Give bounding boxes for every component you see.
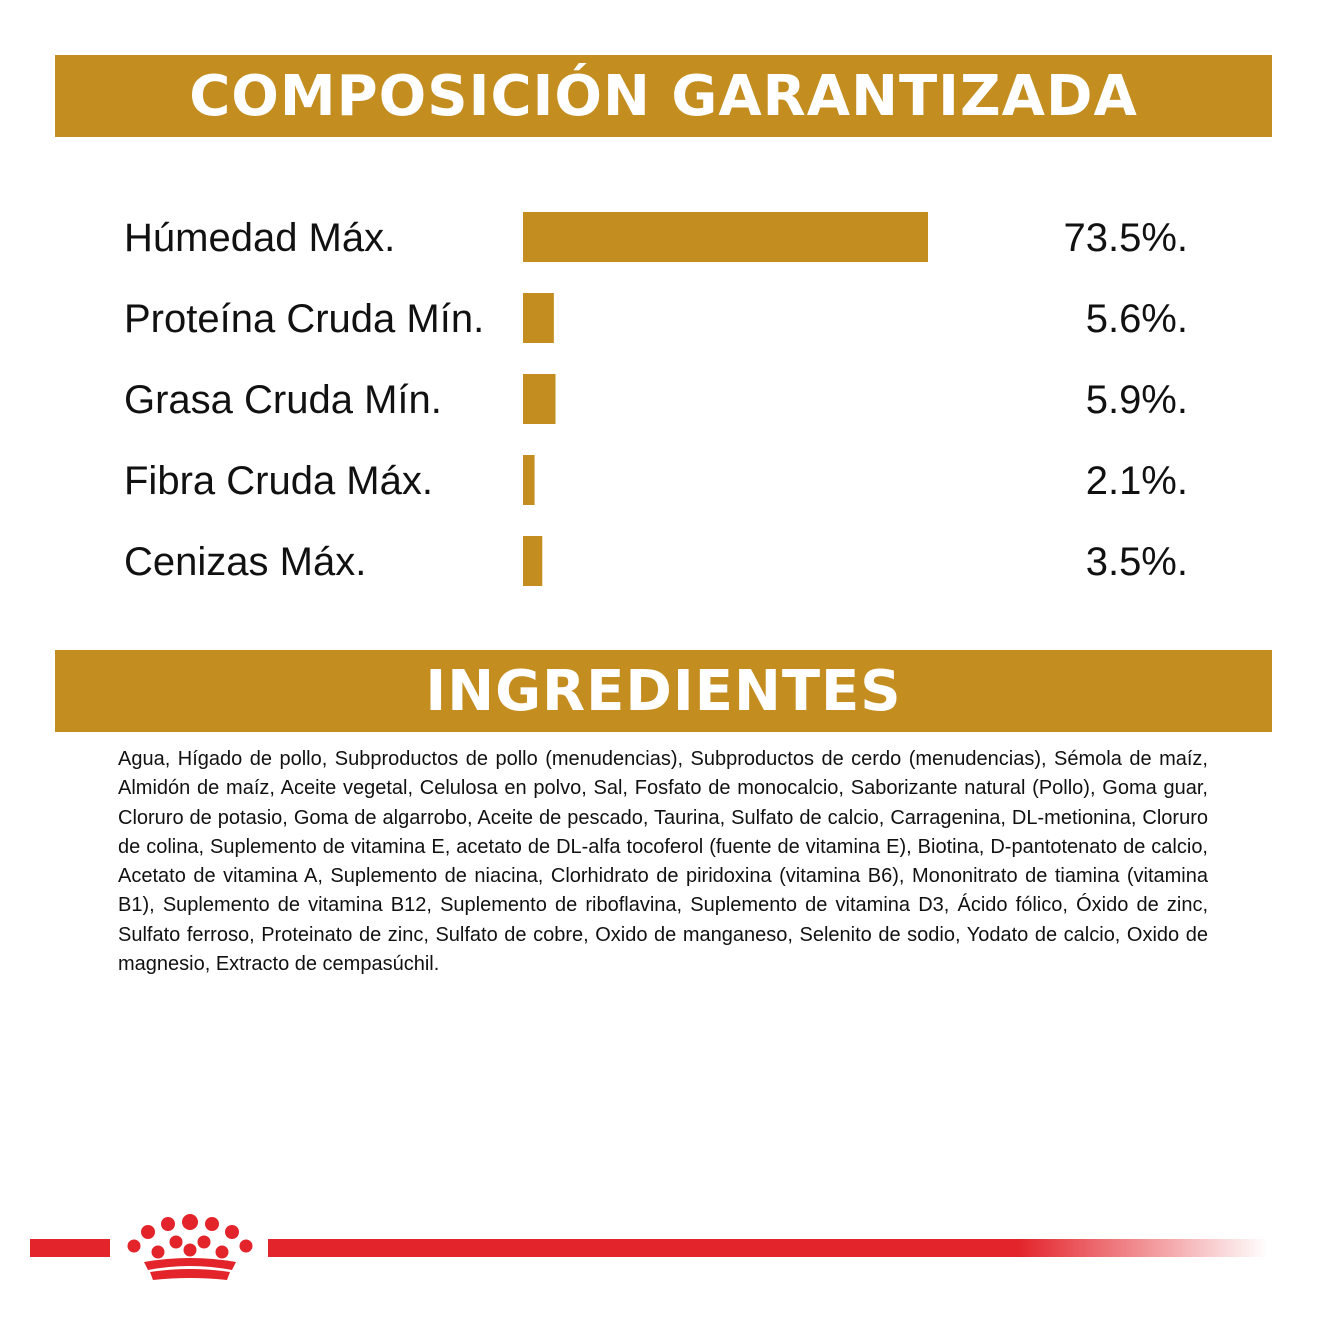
ingredients-banner: INGREDIENTES [55, 650, 1272, 732]
ingredients-text: Agua, Hígado de pollo, Subproductos de p… [118, 748, 1208, 976]
composition-title: COMPOSICIÓN GARANTIZADA [189, 63, 1138, 129]
value-label: 5.6%. [1086, 297, 1188, 341]
value-label: 5.9%. [1086, 378, 1188, 422]
value-label: 73.5%. [1063, 216, 1188, 260]
footer-line-right [268, 1239, 1268, 1257]
value-label: 2.1%. [1086, 459, 1188, 503]
bar [523, 374, 556, 424]
footer-line-left [30, 1239, 110, 1257]
category-label: Cenizas Máx. [124, 540, 366, 584]
composition-chart: Húmedad Máx. 73.5%. Proteína Cruda Mín. 5.6… [124, 212, 1188, 586]
bar [523, 293, 554, 343]
ingredients-title: INGREDIENTES [425, 658, 902, 724]
bar [523, 455, 535, 505]
value-label: 3.5%. [1086, 540, 1188, 584]
bar [523, 212, 928, 262]
crown-icon [127, 1214, 253, 1280]
category-label: Fibra Cruda Máx. [124, 459, 433, 503]
category-label: Proteína Cruda Mín. [124, 297, 484, 341]
composition-banner: COMPOSICIÓN GARANTIZADA [55, 55, 1272, 137]
category-label: Húmedad Máx. [124, 216, 395, 260]
bar [523, 536, 543, 586]
category-label: Grasa Cruda Mín. [124, 378, 442, 422]
